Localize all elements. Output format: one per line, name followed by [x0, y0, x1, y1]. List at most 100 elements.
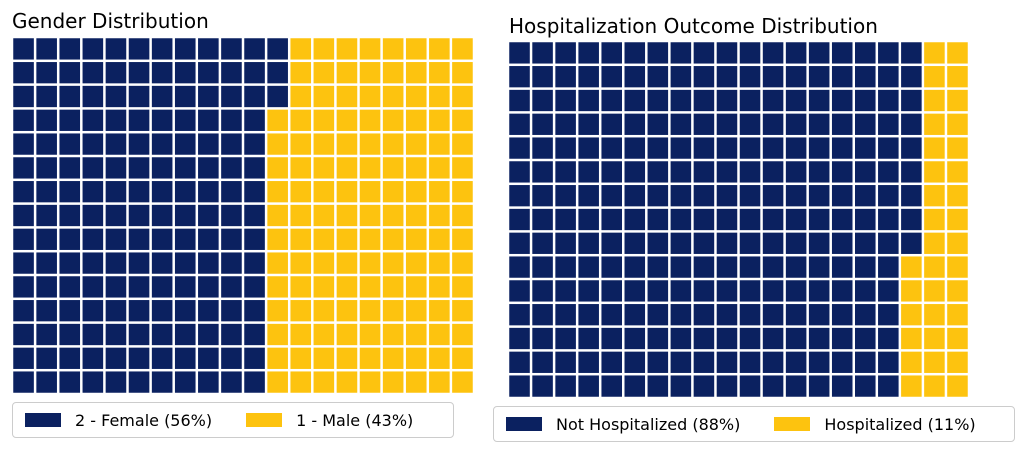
legend-entry-hospitalized: Hospitalized (11%)	[774, 414, 976, 434]
waffle-cell	[624, 280, 646, 302]
legend-label-hospitalized: Hospitalized (11%)	[824, 414, 976, 434]
waffle-cell	[151, 276, 173, 298]
waffle-cell	[82, 371, 104, 393]
waffle-cell	[647, 161, 669, 183]
waffle-cell	[382, 181, 404, 203]
waffle-cell	[59, 323, 81, 346]
waffle-cell	[647, 256, 669, 278]
waffle-cell	[947, 137, 968, 159]
waffle-cell	[313, 109, 335, 131]
waffle-cell	[924, 185, 945, 207]
waffle-cell	[36, 109, 57, 131]
waffle-cell	[693, 161, 715, 183]
waffle-cell	[382, 204, 404, 227]
waffle-cell	[59, 371, 81, 393]
waffle-cell	[174, 181, 196, 203]
waffle-cell	[924, 375, 945, 397]
waffle-cell	[716, 256, 738, 278]
waffle-cell	[785, 185, 807, 207]
waffle-cell	[878, 185, 899, 207]
waffle-cell	[601, 327, 622, 350]
waffle-cell	[244, 371, 265, 393]
waffle-cell	[739, 208, 761, 231]
waffle-cell	[59, 228, 81, 250]
waffle-cell	[336, 157, 358, 179]
waffle-cell	[578, 66, 599, 88]
waffle-cell	[924, 232, 945, 254]
waffle-cell	[762, 89, 784, 112]
waffle-cell	[174, 133, 196, 155]
waffle-cell	[555, 327, 576, 350]
waffle-cell	[267, 228, 288, 250]
waffle-cell	[82, 323, 104, 346]
waffle-cell	[947, 375, 968, 397]
waffle-cell	[244, 228, 265, 250]
waffle-cell	[128, 157, 150, 179]
waffle-cell	[313, 252, 335, 274]
waffle-cell	[532, 232, 553, 254]
waffle-cell	[244, 276, 265, 298]
waffle-cell	[174, 85, 196, 108]
legend-label-male: 1 - Male (43%)	[296, 410, 414, 430]
waffle-cell	[382, 157, 404, 179]
waffle-cell	[221, 371, 242, 393]
waffle-cell	[878, 208, 899, 231]
waffle-cell	[313, 85, 335, 108]
waffle-cell	[532, 327, 553, 350]
waffle-cell	[359, 62, 381, 84]
waffle-cell	[808, 232, 830, 254]
waffle-cell	[532, 89, 553, 112]
waffle-cell	[532, 208, 553, 231]
waffle-cell	[509, 351, 530, 373]
waffle-cell	[901, 161, 922, 183]
waffle-cell	[624, 351, 646, 373]
waffle-cell	[82, 347, 104, 369]
waffle-cell	[128, 371, 150, 393]
waffle-cell	[59, 133, 81, 155]
waffle-cell	[336, 276, 358, 298]
waffle-cell	[313, 181, 335, 203]
waffle-cell	[532, 66, 553, 88]
waffle-cell	[578, 185, 599, 207]
waffle-cell	[82, 228, 104, 250]
waffle-cell	[221, 181, 242, 203]
waffle-cell	[313, 38, 335, 60]
waffle-cell	[267, 133, 288, 155]
waffle-cell	[855, 137, 876, 159]
waffle-cell	[267, 85, 288, 108]
waffle-cell	[221, 228, 242, 250]
waffle-cell	[924, 42, 945, 64]
waffle-cell	[509, 304, 530, 326]
waffle-cell	[336, 371, 358, 393]
waffle-cell	[924, 161, 945, 183]
waffle-cell	[762, 137, 784, 159]
waffle-cell	[267, 62, 288, 84]
waffle-cell	[855, 375, 876, 397]
waffle-cell	[359, 181, 381, 203]
waffle-cell	[405, 252, 427, 274]
waffle-cell	[452, 109, 473, 131]
waffle-cell	[336, 228, 358, 250]
waffle-cell	[693, 66, 715, 88]
waffle-cell	[647, 304, 669, 326]
waffle-cell	[290, 347, 312, 369]
waffle-cell	[739, 256, 761, 278]
waffle-cell	[267, 323, 288, 346]
waffle-cell	[855, 185, 876, 207]
waffle-cell	[532, 256, 553, 278]
waffle-cell	[855, 113, 876, 135]
waffle-cell	[429, 181, 450, 203]
waffle-cell	[601, 375, 622, 397]
waffle-cell	[808, 256, 830, 278]
waffle-cell	[429, 347, 450, 369]
waffle-cell	[762, 327, 784, 350]
waffle-cell	[808, 375, 830, 397]
waffle-cell	[221, 323, 242, 346]
waffle-cell	[267, 204, 288, 227]
waffle-cell	[601, 89, 622, 112]
waffle-cell	[578, 208, 599, 231]
waffle-cell	[36, 204, 57, 227]
waffle-cell	[670, 42, 692, 64]
waffle-cell	[267, 157, 288, 179]
waffle-cell	[716, 304, 738, 326]
